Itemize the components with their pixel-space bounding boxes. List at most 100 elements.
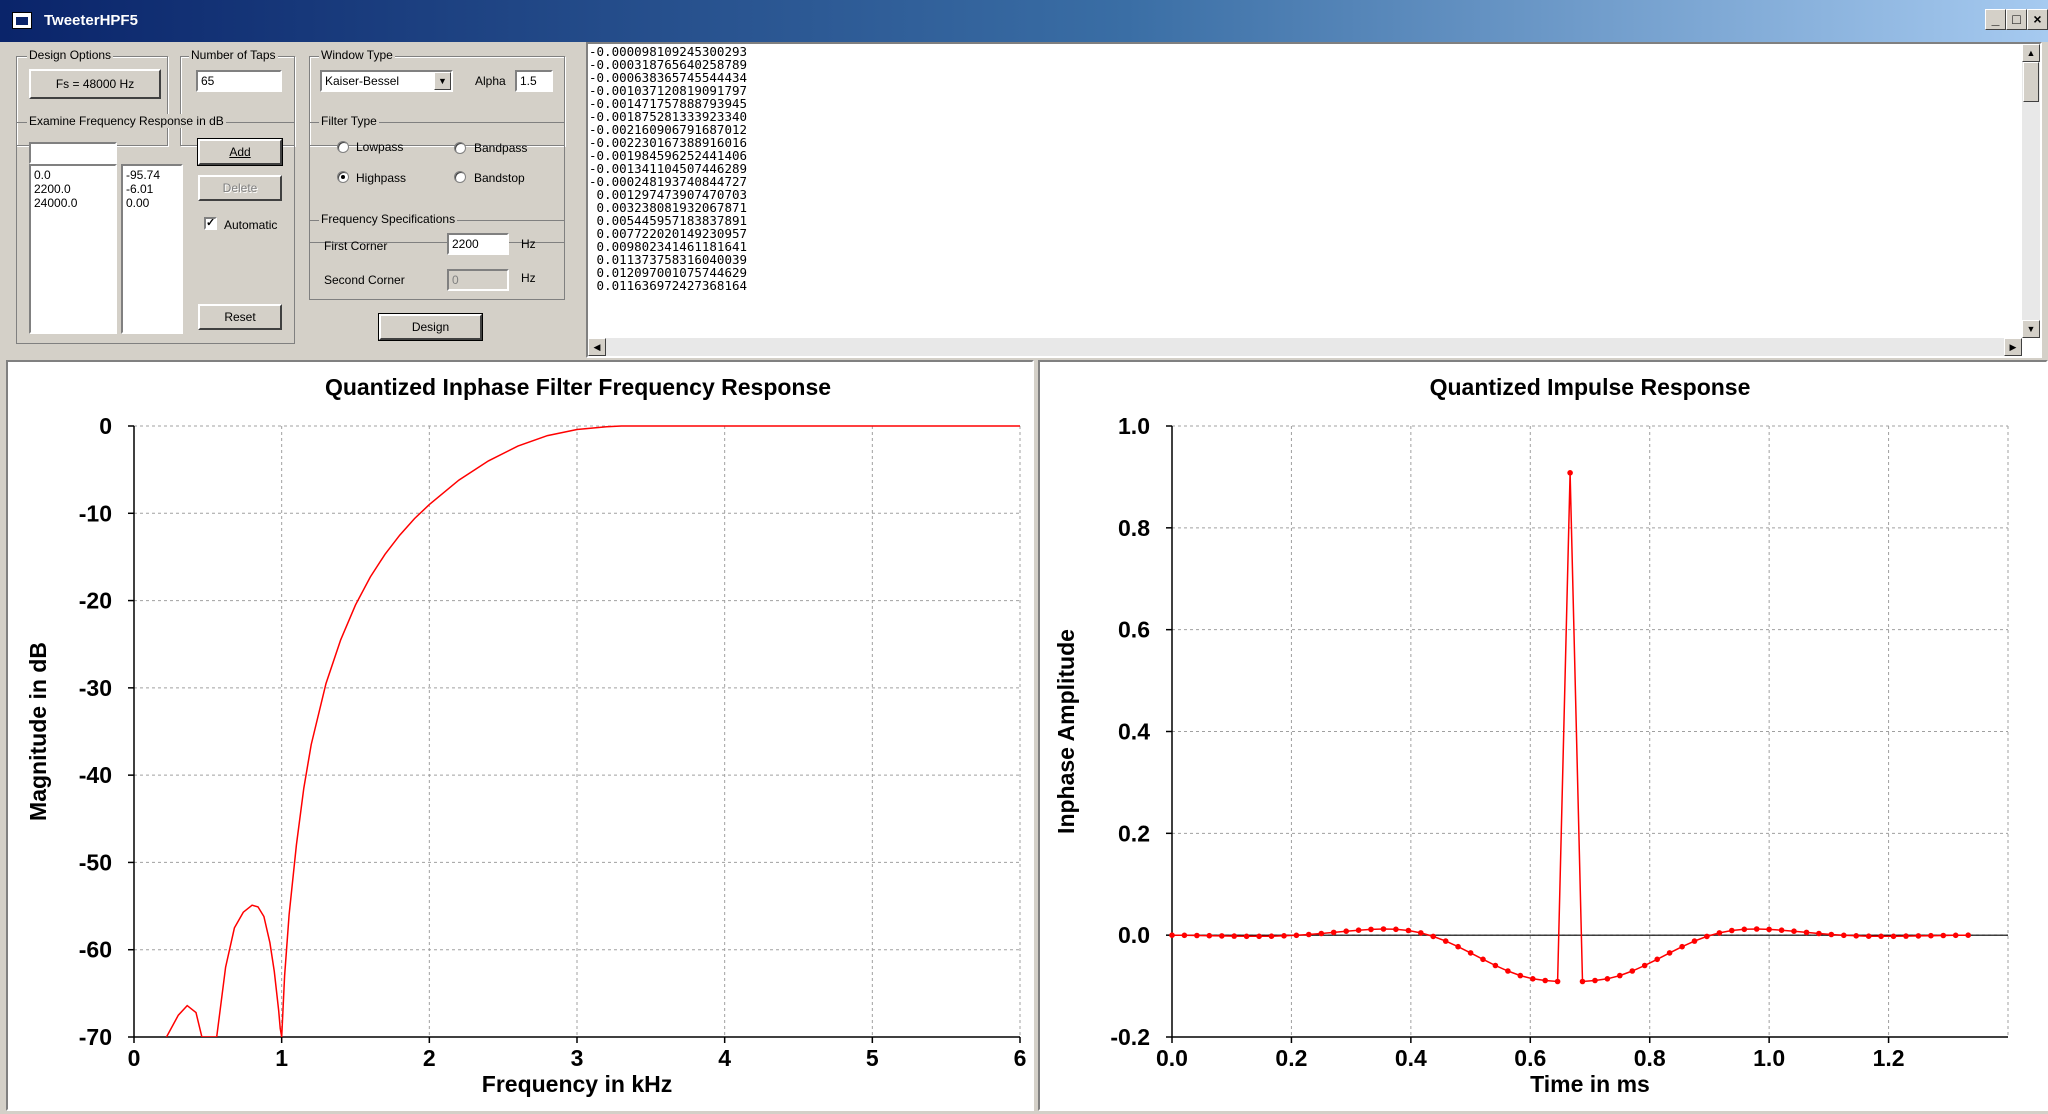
impulse-point xyxy=(1965,932,1971,938)
impulse-point xyxy=(1355,927,1362,933)
impulse-response-chart: Quantized Impulse Response 0.0 0.2 0.4 0.6 0.… xyxy=(1053,374,2009,1097)
reset-button[interactable]: Reset xyxy=(198,304,282,330)
impulse-point xyxy=(1430,933,1436,940)
impulse-point xyxy=(1704,933,1710,940)
coefficient-line: 0.012097001075744629 xyxy=(589,265,748,280)
frequency-response-chart: Quantized Inphase Filter Frequency Respo… xyxy=(25,374,1026,1097)
frequency-entry-input[interactable] xyxy=(29,142,117,164)
window-type-select[interactable]: Kaiser-Bessel ▼ xyxy=(320,70,453,92)
impulse-point xyxy=(1890,933,1897,940)
scroll-right-icon[interactable]: ▶ xyxy=(2004,338,2022,356)
impulse-point xyxy=(1604,976,1611,982)
x-tick-label: 0.4 xyxy=(1395,1045,1427,1071)
coefficient-line: -0.000098109245300293 xyxy=(589,44,748,59)
impulse-point xyxy=(1654,956,1660,963)
x-tick-label: 1.2 xyxy=(1873,1045,1905,1071)
y-tick-label: 0.8 xyxy=(1118,515,1150,541)
taps-input[interactable]: 65 xyxy=(196,70,282,92)
radio-lowpass[interactable] xyxy=(337,141,349,153)
bandstop-label: Bandstop xyxy=(474,171,525,185)
maximize-button[interactable]: □ xyxy=(2006,9,2027,30)
y-tick-label: -50 xyxy=(79,849,112,875)
impulse-point xyxy=(1517,972,1524,979)
x-axis-label: Time in ms xyxy=(1530,1071,1650,1097)
radio-bandstop[interactable] xyxy=(454,171,466,183)
impulse-point xyxy=(1592,977,1598,984)
controls-panel: Design Options Fs = 48000 Hz Number of T… xyxy=(0,42,586,360)
impulse-point xyxy=(1169,932,1175,938)
filter-type-group xyxy=(309,122,565,243)
add-button[interactable]: Add xyxy=(197,138,283,166)
vertical-scroll-thumb[interactable] xyxy=(2023,62,2039,102)
alpha-input[interactable]: 1.5 xyxy=(515,70,553,92)
design-button[interactable]: Design xyxy=(378,313,483,341)
impulse-point xyxy=(1219,933,1225,939)
coefficient-line: -0.002230167388916016 xyxy=(589,135,748,150)
taps-label: Number of Taps xyxy=(189,48,278,62)
impulse-point xyxy=(1530,976,1536,982)
impulse-point xyxy=(1567,470,1573,476)
impulse-point xyxy=(1293,932,1300,939)
minimize-button[interactable]: _ xyxy=(1985,9,2006,30)
impulse-point xyxy=(1579,978,1586,985)
chevron-down-icon[interactable]: ▼ xyxy=(434,72,451,90)
coefficient-line: 0.009802341461181641 xyxy=(589,239,748,254)
highpass-label: Highpass xyxy=(356,171,407,185)
db-list[interactable]: -95.74 -6.01 0.00 xyxy=(121,164,183,334)
freq-spec-label: Frequency Specifications xyxy=(319,212,458,226)
impulse-point xyxy=(1380,926,1387,932)
radio-bandpass[interactable] xyxy=(454,142,466,154)
impulse-point xyxy=(1841,932,1847,939)
impulse-point xyxy=(1467,950,1474,956)
close-button[interactable]: × xyxy=(2027,9,2048,30)
coefficient-line: -0.001341104507446289 xyxy=(589,161,748,176)
x-tick-label: 3 xyxy=(571,1045,584,1071)
scroll-left-icon[interactable]: ◀ xyxy=(588,338,606,356)
impulse-point xyxy=(1256,933,1262,940)
frequency-list[interactable]: 0.0 2200.0 24000.0 xyxy=(29,164,117,334)
vertical-scrollbar[interactable]: ▲ ▼ xyxy=(2022,44,2040,338)
horizontal-scrollbar[interactable]: ◀ ▶ xyxy=(588,338,2022,356)
first-corner-input[interactable]: 2200 xyxy=(447,233,509,255)
x-tick-label: 2 xyxy=(423,1045,436,1071)
design-options-label: Design Options xyxy=(27,48,114,62)
filter-type-label: Filter Type xyxy=(319,114,379,128)
db-list-item[interactable]: -95.74 xyxy=(126,168,161,182)
coefficient-line: 0.001297473907470703 xyxy=(589,187,748,202)
impulse-point xyxy=(1492,962,1499,969)
freq-spec-group xyxy=(309,220,565,300)
db-list-item[interactable]: -6.01 xyxy=(126,182,154,196)
automatic-checkbox[interactable]: ✓ xyxy=(204,217,217,230)
scroll-up-icon[interactable]: ▲ xyxy=(2022,44,2040,62)
chart-title: Quantized Impulse Response xyxy=(1430,374,1751,400)
coefficient-line: -0.001471757888793945 xyxy=(589,96,748,111)
impulse-point xyxy=(1691,938,1698,944)
fs-button[interactable]: Fs = 48000 Hz xyxy=(29,69,161,99)
delete-button[interactable]: Delete xyxy=(198,175,282,201)
y-tick-label: 0.2 xyxy=(1118,820,1150,846)
impulse-point xyxy=(1393,926,1399,933)
impulse-point xyxy=(1368,926,1374,933)
impulse-point xyxy=(1853,933,1859,939)
frequency-list-item[interactable]: 0.0 xyxy=(34,168,51,182)
x-axis-label: Frequency in kHz xyxy=(482,1071,672,1097)
impulse-point xyxy=(1816,930,1822,937)
coefficients-textarea[interactable]: -0.000098109245300293 -0.0003187656402587… xyxy=(586,42,2042,358)
impulse-point xyxy=(1442,938,1449,944)
radio-highpass[interactable] xyxy=(337,171,349,183)
scroll-down-icon[interactable]: ▼ xyxy=(2022,320,2040,338)
impulse-point xyxy=(1666,950,1673,956)
automatic-label: Automatic xyxy=(224,218,278,232)
y-tick-label: -70 xyxy=(79,1024,112,1050)
frequency-list-item[interactable]: 24000.0 xyxy=(34,196,78,210)
second-corner-input[interactable]: 0 xyxy=(447,269,509,291)
impulse-point xyxy=(1505,968,1511,974)
db-list-item[interactable]: 0.00 xyxy=(126,196,150,210)
impulse-point xyxy=(1878,933,1884,940)
y-tick-label: -40 xyxy=(79,762,112,788)
app-icon[interactable] xyxy=(12,12,32,29)
frequency-list-item[interactable]: 2200.0 xyxy=(34,182,71,196)
impulse-point xyxy=(1330,929,1337,936)
impulse-point xyxy=(1268,933,1275,939)
coefficient-list: -0.000098109245300293 -0.0003187656402587… xyxy=(589,45,747,292)
